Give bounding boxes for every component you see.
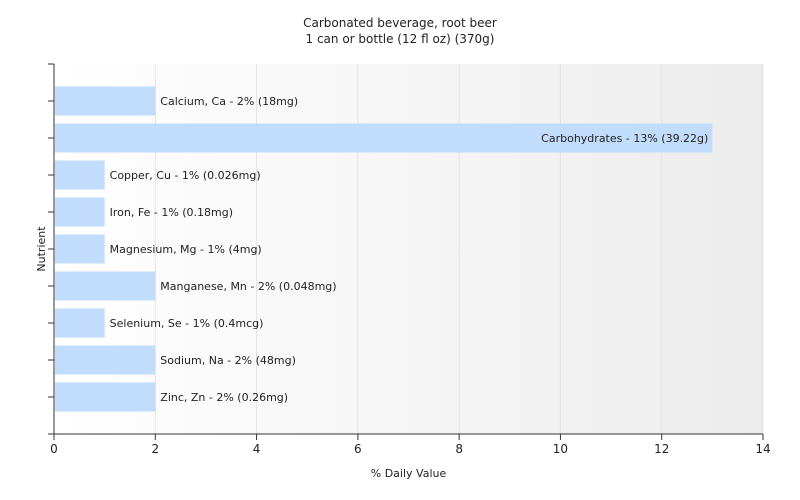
x-tick-label: 6 [354,442,362,456]
bar [55,308,105,338]
bar-data-label: Iron, Fe - 1% (0.18mg) [110,206,233,219]
x-tick-label: 14 [755,442,770,456]
bar [55,271,156,301]
x-tick-label: 8 [455,442,463,456]
bar [55,123,713,153]
bar [55,382,156,412]
axes: 0 2 4 6 8 10 12 14 [48,63,771,456]
y-axis-title: Nutrient [35,226,48,272]
chart-subtitle: 1 can or bottle (12 fl oz) (370g) [305,32,495,46]
bar [55,160,105,190]
bar [55,234,105,264]
bar-data-label: Calcium, Ca - 2% (18mg) [160,95,298,108]
bar-data-label: Sodium, Na - 2% (48mg) [160,354,296,367]
bars: Calcium, Ca - 2% (18mg) Carbohydrates - 1… [55,86,713,412]
bar [55,86,156,116]
x-tick-label: 12 [654,442,669,456]
bar [55,345,156,375]
bar-data-label: Carbohydrates - 13% (39.22g) [541,132,708,145]
x-axis-title: % Daily Value [371,467,447,480]
bar-data-label: Magnesium, Mg - 1% (4mg) [110,243,262,256]
x-tick-label: 2 [151,442,159,456]
bar-data-label: Zinc, Zn - 2% (0.26mg) [160,391,288,404]
bar-data-label: Copper, Cu - 1% (0.026mg) [110,169,261,182]
chart-title: Carbonated beverage, root beer [303,16,497,30]
x-tick-label: 0 [50,442,58,456]
bar-data-label: Selenium, Se - 1% (0.4mcg) [110,317,264,330]
chart-title-block: Carbonated beverage, root beer 1 can or … [0,15,800,47]
x-tick-label: 4 [253,442,261,456]
bar-data-label: Manganese, Mn - 2% (0.048mg) [160,280,336,293]
x-tick-label: 10 [553,442,568,456]
bar [55,197,105,227]
